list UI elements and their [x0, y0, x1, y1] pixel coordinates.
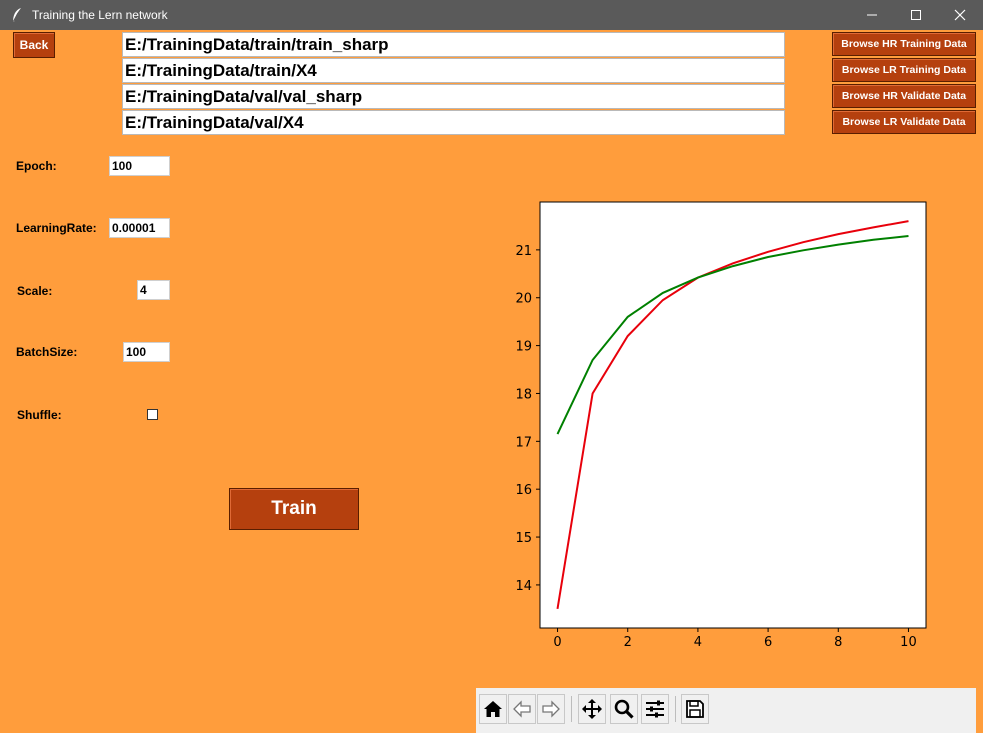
epoch-input[interactable]: 100	[109, 156, 170, 176]
browse-lr-validate-button[interactable]: Browse LR Validate Data	[832, 110, 976, 134]
configure-icon	[646, 700, 664, 718]
maximize-button[interactable]	[893, 0, 939, 30]
home-icon	[484, 701, 502, 717]
epoch-label: Epoch:	[16, 159, 57, 173]
zoom-icon	[614, 699, 634, 719]
x-tick-label: 6	[764, 635, 772, 650]
configure-subplots-button[interactable]	[641, 694, 669, 724]
y-tick-label: 20	[515, 292, 532, 307]
learning-rate-label: LearningRate:	[16, 221, 97, 235]
batch-size-input[interactable]: 100	[123, 342, 170, 362]
back-arrow-icon	[513, 700, 531, 718]
plot-area	[539, 201, 927, 629]
y-tick-label: 16	[515, 483, 532, 498]
scale-label: Scale:	[17, 284, 53, 298]
lr-training-path-field[interactable]: E:/TrainingData/train/X4	[122, 58, 785, 83]
pan-icon	[582, 699, 602, 719]
browse-lr-training-button[interactable]: Browse LR Training Data	[832, 58, 976, 82]
window-title: Training the Lern network	[32, 8, 168, 22]
pan-button[interactable]	[578, 694, 606, 724]
lr-validate-path-field[interactable]: E:/TrainingData/val/X4	[122, 110, 785, 135]
minimize-button[interactable]	[849, 0, 895, 30]
hr-validate-path-field[interactable]: E:/TrainingData/val/val_sharp	[122, 84, 785, 109]
x-tick-label: 0	[553, 635, 561, 650]
red-series-line	[556, 220, 909, 610]
close-button[interactable]	[937, 0, 983, 30]
home-button[interactable]	[479, 694, 507, 724]
y-tick-label: 15	[515, 531, 532, 546]
y-tick-label: 21	[515, 244, 532, 259]
scale-input[interactable]: 4	[137, 280, 170, 300]
save-icon	[686, 700, 704, 718]
y-tick-label: 14	[515, 579, 532, 594]
plot-toolbar	[476, 688, 976, 733]
plot-canvas: 0 2 4 6 8 10 14 15 16 17 18 19 20 21	[480, 185, 976, 688]
x-tick-label: 10	[900, 635, 917, 650]
forward-view-button[interactable]	[537, 694, 565, 724]
maximize-icon	[911, 10, 921, 20]
save-figure-button[interactable]	[681, 694, 709, 724]
back-view-button[interactable]	[508, 694, 536, 724]
x-tick-label: 8	[834, 635, 842, 650]
y-tick-label: 17	[515, 435, 532, 450]
batch-size-label: BatchSize:	[16, 345, 78, 359]
zoom-button[interactable]	[610, 694, 638, 724]
x-tick-label: 2	[624, 635, 632, 650]
back-button[interactable]: Back	[13, 32, 55, 58]
training-chart: 0 2 4 6 8 10 14 15 16 17 18 19 20 21	[515, 201, 927, 650]
learning-rate-input[interactable]: 0.00001	[109, 218, 170, 238]
train-button[interactable]: Train	[229, 488, 359, 530]
y-tick-label: 19	[515, 340, 532, 355]
x-tick-label: 4	[694, 635, 702, 650]
hr-training-path-field[interactable]: E:/TrainingData/train/train_sharp	[122, 32, 785, 57]
shuffle-checkbox[interactable]	[147, 409, 158, 420]
green-series-line	[556, 235, 909, 435]
feather-icon	[12, 8, 21, 23]
close-icon	[954, 9, 966, 21]
title-bar: Training the Lern network	[0, 0, 983, 30]
browse-hr-training-button[interactable]: Browse HR Training Data	[832, 32, 976, 56]
y-tick-label: 18	[515, 387, 532, 402]
toolbar-separator	[675, 696, 676, 722]
minimize-icon	[867, 14, 877, 16]
shuffle-label: Shuffle:	[17, 408, 62, 422]
forward-arrow-icon	[542, 700, 560, 718]
browse-hr-validate-button[interactable]: Browse HR Validate Data	[832, 84, 976, 108]
toolbar-separator	[571, 696, 572, 722]
